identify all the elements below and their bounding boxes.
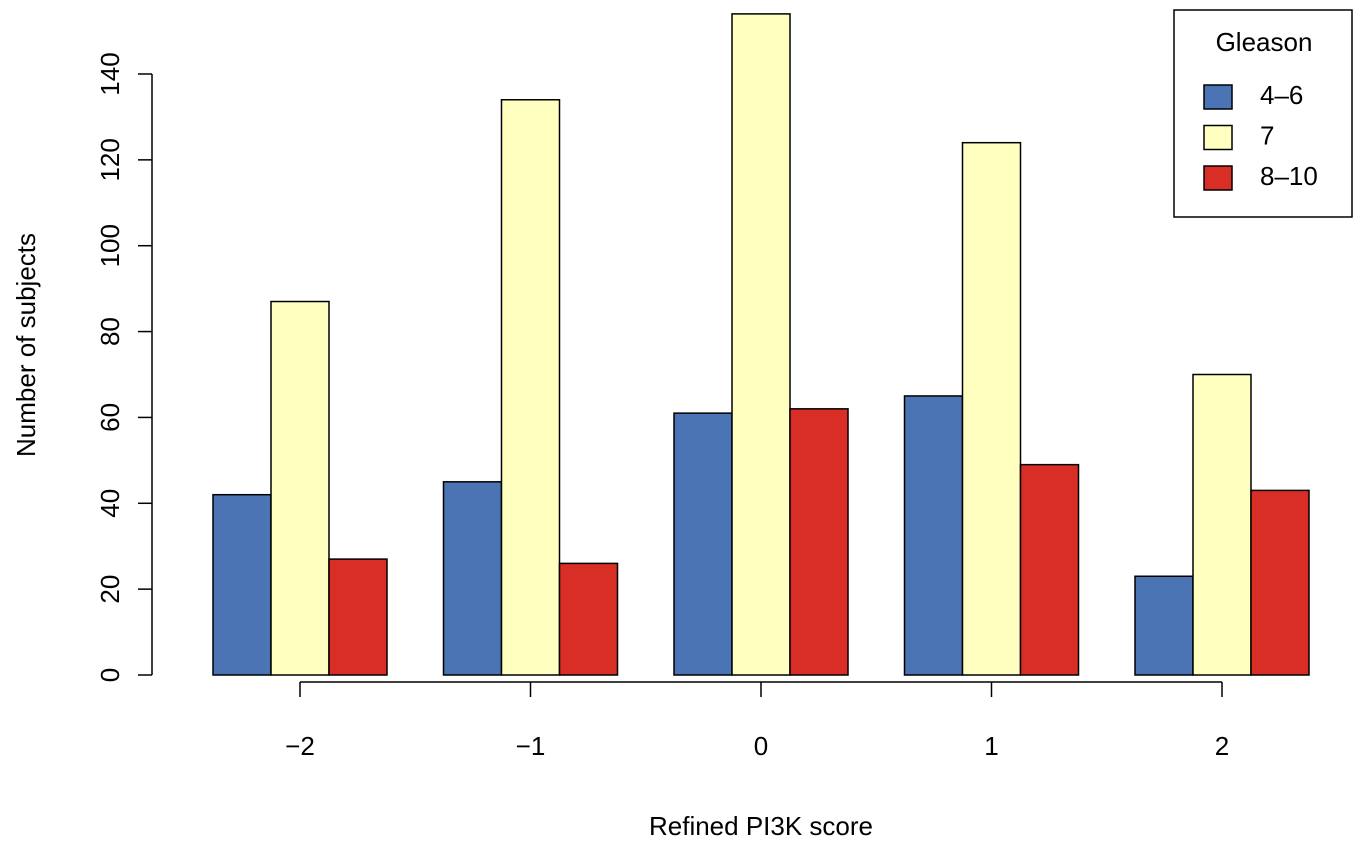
bar [212,493,272,676]
x-tick-label: −1 [516,731,546,761]
legend-title: Gleason [1216,27,1313,57]
y-tick-label: 80 [95,317,125,346]
bar [558,562,619,676]
bar [442,481,503,676]
legend-swatch [1203,124,1233,151]
bar [1192,373,1252,676]
y-tick-label: 120 [95,138,125,181]
y-tick-label: 0 [95,668,125,682]
legend-label: 8–10 [1260,161,1318,191]
bar [1250,489,1310,676]
bar [731,13,791,676]
x-tick-label: 0 [754,731,768,761]
y-tick-label: 20 [95,575,125,604]
legend-label: 4–6 [1260,80,1303,110]
y-tick-label: 140 [95,52,125,95]
x-tick-label: 2 [1215,731,1229,761]
legend-swatch [1203,84,1233,110]
x-tick-label: 1 [984,731,998,761]
bar [903,395,964,676]
legend-swatch [1203,165,1233,191]
bar [1134,575,1194,676]
bar [500,99,561,676]
legend-label: 7 [1260,120,1274,150]
bar [961,141,1022,676]
bar [1019,463,1080,676]
x-axis-label: Refined PI3K score [649,811,873,841]
bar [673,412,733,676]
y-tick-label: 100 [95,224,125,267]
y-tick-label: 40 [95,489,125,518]
y-axis-label: Number of subjects [11,233,41,457]
bar [270,300,330,676]
bar [328,558,388,676]
x-tick-label: −2 [285,731,315,761]
y-tick-label: 60 [95,403,125,432]
bar [789,408,849,676]
